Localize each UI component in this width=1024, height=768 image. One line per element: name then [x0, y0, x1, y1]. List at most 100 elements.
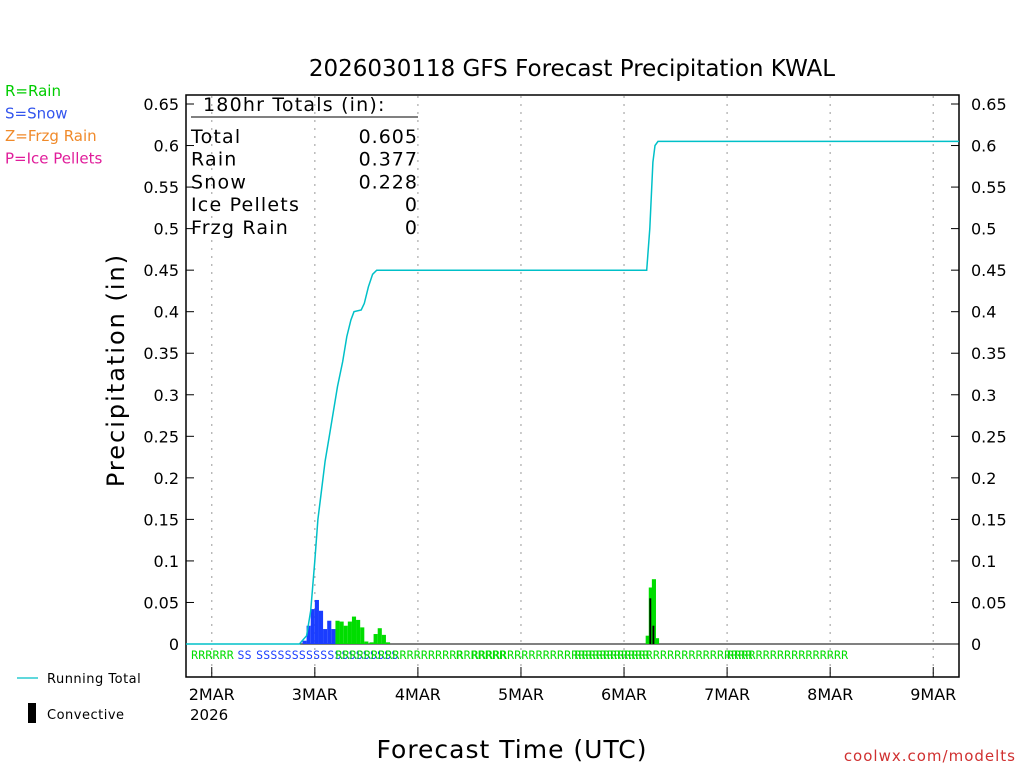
y-tick-label-left: 0.45 [143, 261, 179, 280]
y-tick-label-left: 0.2 [154, 469, 179, 488]
y-tick-label-left: 0.4 [154, 303, 179, 322]
precip-type-code-rain: RRRRRRRRRRRRRRRRRRRRRRRRR [575, 648, 753, 662]
x-tick-label: 5MAR [498, 685, 544, 704]
precip-type-code-snow: SS [238, 648, 252, 662]
precip-type-code-rain: R [456, 648, 463, 662]
precip-bars [302, 579, 660, 644]
y-axis-left: 0 0.05 0.1 0.15 0.2 0.25 0.3 0.35 0.4 0.45 0.5 0.55… [143, 95, 194, 654]
totals-label: Snow [191, 171, 247, 193]
y-tick-label-right: 0.15 [971, 510, 1007, 529]
legend-type-entry: P=Ice Pellets [5, 150, 102, 168]
y-tick-label-right: 0.6 [971, 137, 996, 156]
rain-bar [373, 634, 378, 644]
rain-bar [385, 642, 391, 644]
precip-type-strip: RRRRRR SS SSSSSSSSSSSSSSSSSSSSRRRRRRRRRRRR… [191, 648, 848, 662]
y-tick-label-right: 0 [971, 635, 981, 654]
y-tick-label-right: 0.35 [971, 344, 1007, 363]
totals-label: Total [190, 126, 241, 148]
y-tick-label-left: 0.35 [143, 344, 179, 363]
x-axis-label: Forecast Time (UTC) [377, 735, 648, 764]
totals-value: 0 [405, 217, 418, 239]
legend-line-label: Running Total [47, 672, 141, 687]
snow-bar [318, 610, 324, 644]
y-axis-label: Precipitation (in) [102, 253, 130, 487]
x-axis: 2MAR 3MAR 4MAR 5MAR 6MAR 7MAR 8MAR 9MAR [189, 667, 956, 704]
legend-type-entry: Z=Frzg Rain [5, 127, 97, 145]
snow-bar [323, 629, 328, 644]
rain-bar [364, 641, 369, 644]
x-tick-label: 7MAR [704, 685, 750, 704]
credit-text: coolwx.com/modelts [844, 747, 1016, 765]
totals-header: 180hr Totals (in): [203, 94, 386, 116]
rain-bar [381, 634, 386, 644]
snow-bar [306, 625, 311, 644]
legend-type-entry: R=Rain [5, 82, 61, 100]
x-tick-label: 6MAR [601, 685, 647, 704]
y-tick-label-right: 0.25 [971, 427, 1007, 446]
totals-label: Ice Pellets [191, 194, 300, 216]
precip-type-code-snow: SSSSSSSSSSSSSSSSSSSS [256, 648, 398, 662]
gridlines [186, 96, 959, 676]
precip-type-legend: R=Rain S=Snow Z=Frzg Rain P=Ice Pellets [5, 82, 102, 168]
rain-bar [645, 635, 650, 644]
convective-swatch [28, 703, 36, 723]
y-tick-label-right: 0.05 [971, 593, 1007, 612]
line-legend: Running Total Convective [17, 672, 141, 723]
y-tick-label-right: 0.2 [971, 469, 996, 488]
totals-value: 0 [405, 194, 418, 216]
snow-bar [331, 629, 336, 644]
y-tick-label-right: 0.4 [971, 303, 996, 322]
y-tick-label-right: 0.3 [971, 386, 996, 405]
x-tick-label: 4MAR [395, 685, 441, 704]
y-axis-right: 0 0.05 0.1 0.15 0.2 0.25 0.3 0.35 0.4 0.45 0.5 0.55… [951, 95, 1007, 654]
y-tick-label-left: 0.55 [143, 178, 179, 197]
snow-bar [302, 640, 307, 644]
x-tick-label: 3MAR [292, 685, 338, 704]
x-tick-label: 9MAR [910, 685, 956, 704]
chart-title: 2026030118 GFS Forecast Precipitation KW… [309, 56, 835, 82]
precip-type-code-rain: RRRRRRRRRRRRRRRRR [727, 648, 848, 662]
snow-bar [327, 620, 332, 644]
x-tick-label: 8MAR [807, 685, 853, 704]
totals-value: 0.377 [359, 149, 418, 171]
rain-bar [351, 616, 357, 644]
rain-bar [343, 625, 348, 644]
rain-bar [360, 627, 365, 644]
year-label: 2026 [190, 706, 228, 724]
rain-bar [339, 621, 344, 644]
rain-bar [651, 579, 656, 644]
totals-box: 180hr Totals (in): Total 0.605 Rain 0.377 Sn… [190, 94, 418, 239]
legend-type-entry: S=Snow [5, 105, 68, 123]
precip-type-code-rain: RRRRRR [191, 648, 234, 662]
plot-frame [185, 94, 960, 678]
y-tick-label-left: 0.6 [154, 137, 179, 156]
totals-label: Frzg Rain [191, 217, 289, 239]
rain-bar [335, 620, 340, 644]
rain-bar [369, 642, 374, 644]
precip-type-code-rain: RRRRRRRRRRRRRRRRRRRRRRRRR [471, 648, 649, 662]
legend-line-label: Convective [47, 708, 125, 723]
rain-bar [654, 638, 660, 644]
y-tick-label-left: 0.05 [143, 593, 179, 612]
y-tick-label-right: 0.65 [971, 95, 1007, 114]
totals-value: 0.605 [359, 126, 418, 148]
y-tick-label-left: 0.1 [154, 552, 179, 571]
running-total-line [186, 140, 959, 645]
totals-label: Rain [191, 149, 238, 171]
rain-bar [377, 628, 382, 644]
convective-bars [649, 598, 655, 644]
precip-type-code-rain: RRRRRRRRRRRRRRRRRRRRRRRR [335, 648, 506, 662]
snow-bar [310, 609, 315, 644]
convective-bar [649, 598, 652, 644]
rain-bar [347, 621, 352, 644]
convective-bar [652, 625, 655, 644]
y-tick-label-right: 0.5 [971, 220, 996, 239]
y-tick-label-left: 0 [169, 635, 179, 654]
y-tick-label-right: 0.55 [971, 178, 1007, 197]
y-tick-label-left: 0.25 [143, 427, 179, 446]
y-tick-label-right: 0.45 [971, 261, 1007, 280]
x-tick-label: 2MAR [189, 685, 235, 704]
totals-value: 0.228 [359, 171, 418, 193]
y-tick-label-right: 0.1 [971, 552, 996, 571]
